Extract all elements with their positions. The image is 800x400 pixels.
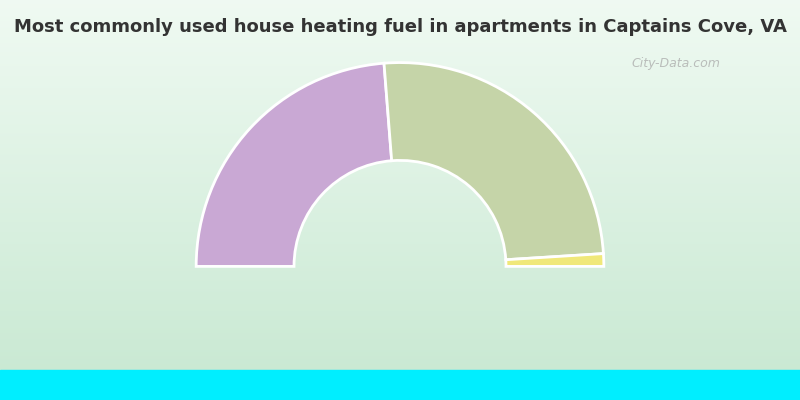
Wedge shape bbox=[506, 254, 604, 266]
Text: City-Data.com: City-Data.com bbox=[631, 58, 721, 70]
Wedge shape bbox=[384, 62, 603, 260]
Bar bbox=[0, 370, 800, 400]
Text: Most commonly used house heating fuel in apartments in Captains Cove, VA: Most commonly used house heating fuel in… bbox=[14, 18, 786, 36]
Wedge shape bbox=[196, 63, 392, 266]
